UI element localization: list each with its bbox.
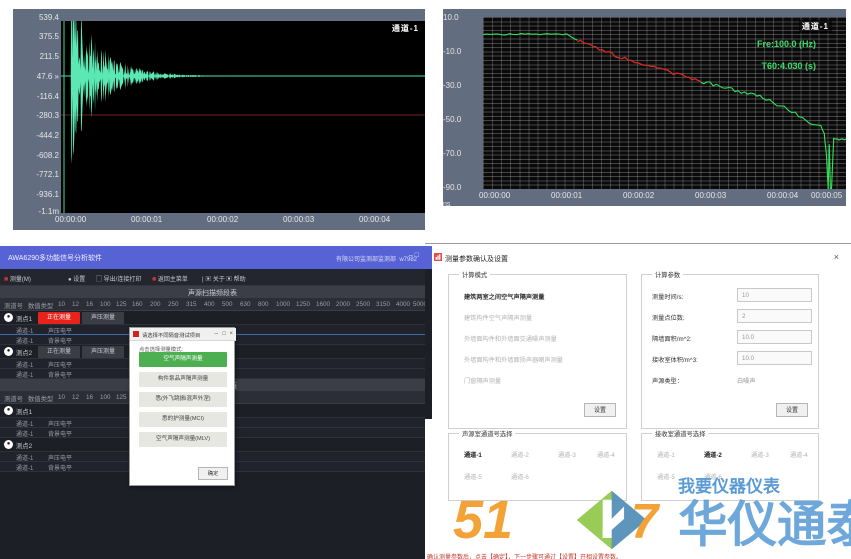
svg-text:51: 51 [453, 490, 513, 550]
svg-text:华仪通泰: 华仪通泰 [678, 497, 851, 552]
svg-text:7: 7 [631, 494, 661, 549]
